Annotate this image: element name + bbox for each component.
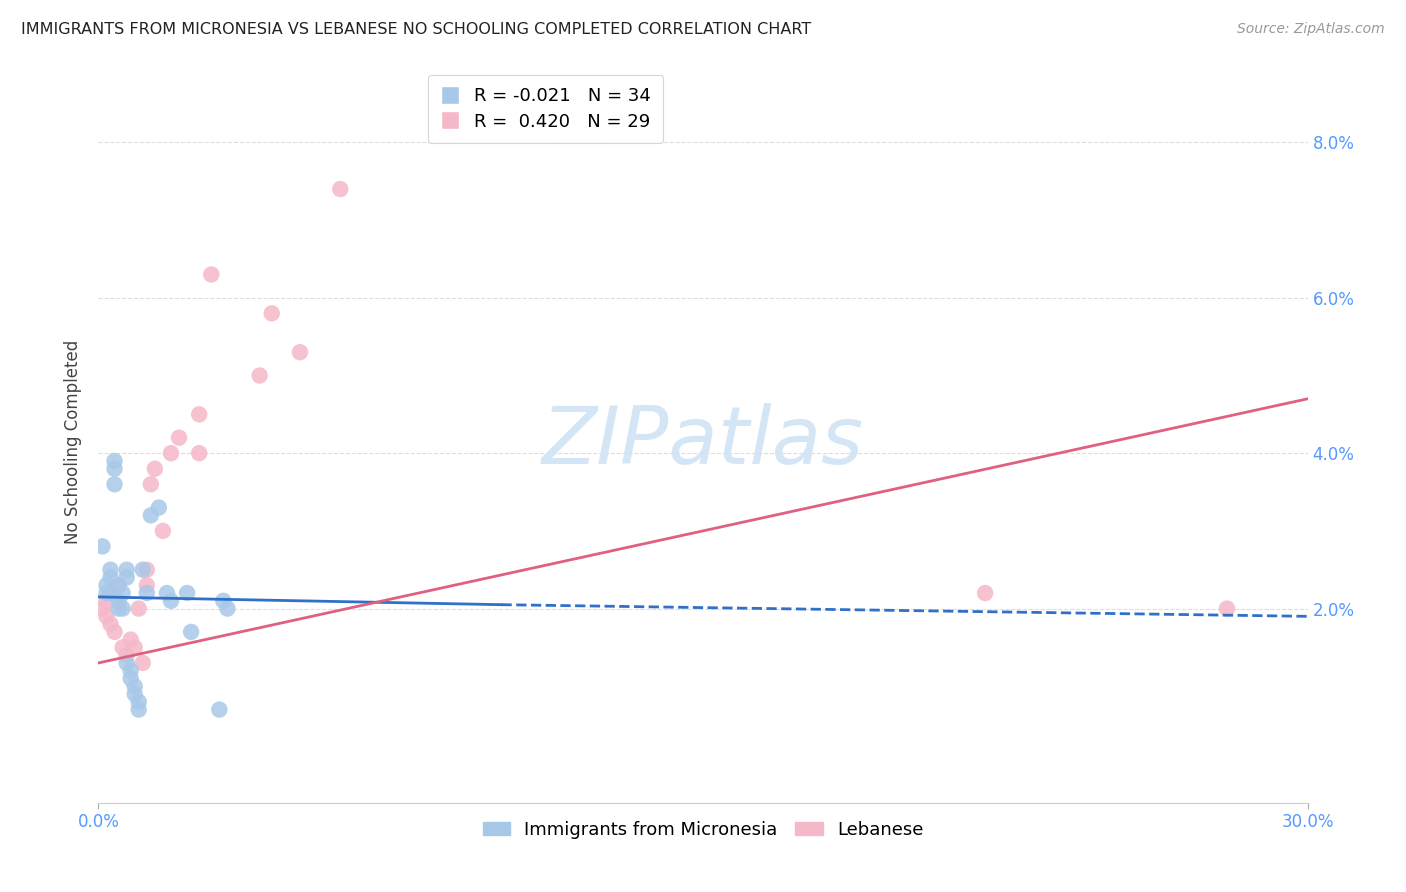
Point	[100, 617, 122, 632]
Point	[217, 601, 239, 615]
Y-axis label: No Schooling Completed: No Schooling Completed	[65, 340, 83, 543]
Point	[188, 408, 211, 422]
Point	[96, 594, 118, 608]
Text: IMMIGRANTS FROM MICRONESIA VS LEBANESE NO SCHOOLING COMPLETED CORRELATION CHART: IMMIGRANTS FROM MICRONESIA VS LEBANESE N…	[21, 22, 811, 37]
Point	[107, 601, 129, 615]
Point	[124, 687, 146, 701]
Point	[135, 563, 157, 577]
Point	[1216, 601, 1239, 615]
Point	[208, 702, 231, 716]
Point	[132, 656, 155, 670]
Point	[200, 268, 222, 282]
Point	[120, 672, 142, 686]
Point	[107, 594, 129, 608]
Point	[160, 594, 183, 608]
Point	[120, 664, 142, 678]
Point	[107, 578, 129, 592]
Point	[115, 570, 138, 584]
Point	[103, 461, 125, 475]
Point	[128, 601, 150, 615]
Point	[103, 454, 125, 468]
Point	[152, 524, 174, 538]
Point	[120, 632, 142, 647]
Point	[135, 578, 157, 592]
Point	[115, 656, 138, 670]
Point	[176, 586, 198, 600]
Point	[156, 586, 179, 600]
Point	[260, 306, 283, 320]
Point	[111, 586, 134, 600]
Point	[124, 640, 146, 655]
Legend: Immigrants from Micronesia, Lebanese: Immigrants from Micronesia, Lebanese	[474, 812, 932, 848]
Point	[91, 540, 114, 554]
Point	[160, 446, 183, 460]
Point	[167, 431, 190, 445]
Point	[115, 648, 138, 663]
Point	[100, 563, 122, 577]
Text: Source: ZipAtlas.com: Source: ZipAtlas.com	[1237, 22, 1385, 37]
Point	[111, 601, 134, 615]
Point	[132, 563, 155, 577]
Point	[100, 586, 122, 600]
Point	[96, 586, 118, 600]
Point	[288, 345, 311, 359]
Text: ZIPatlas: ZIPatlas	[541, 402, 865, 481]
Point	[103, 477, 125, 491]
Point	[148, 500, 170, 515]
Point	[139, 508, 162, 523]
Point	[111, 640, 134, 655]
Point	[128, 695, 150, 709]
Point	[212, 594, 235, 608]
Point	[180, 624, 202, 639]
Point	[103, 624, 125, 639]
Point	[96, 578, 118, 592]
Point	[96, 609, 118, 624]
Point	[107, 594, 129, 608]
Point	[128, 702, 150, 716]
Point	[115, 563, 138, 577]
Point	[249, 368, 271, 383]
Point	[91, 601, 114, 615]
Point	[107, 578, 129, 592]
Point	[143, 461, 166, 475]
Point	[139, 477, 162, 491]
Point	[124, 679, 146, 693]
Point	[974, 586, 997, 600]
Point	[135, 586, 157, 600]
Point	[329, 182, 352, 196]
Point	[188, 446, 211, 460]
Point	[100, 570, 122, 584]
